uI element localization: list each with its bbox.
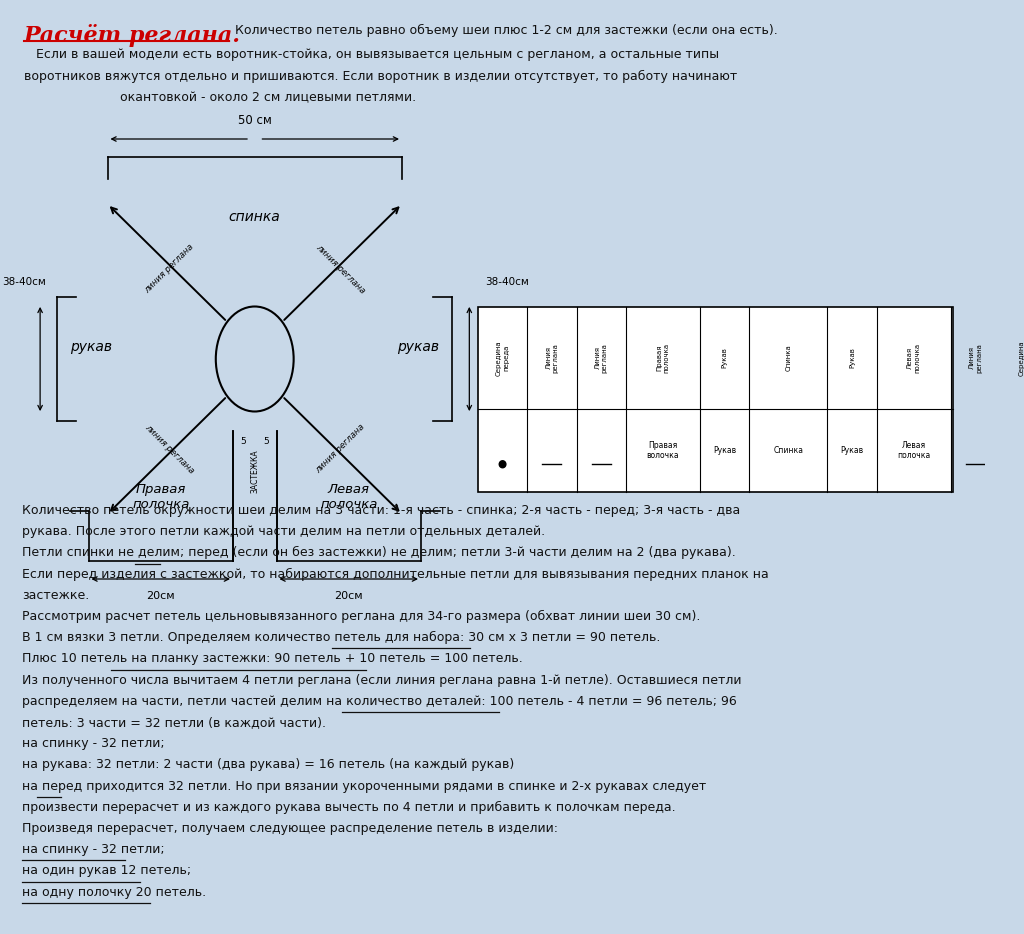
Text: Линия
реглана: Линия реглана: [595, 343, 608, 373]
Text: 20см: 20см: [335, 591, 364, 601]
Text: Рукав: Рукав: [713, 446, 736, 455]
Text: ЗАСТЕЖКА: ЗАСТЕЖКА: [250, 449, 259, 493]
Text: 5: 5: [263, 436, 269, 446]
Text: Левая
полочка: Левая полочка: [907, 343, 921, 373]
Text: спинка: спинка: [228, 210, 281, 224]
Text: 38-40см: 38-40см: [485, 277, 529, 287]
Text: Середина
переда: Середина переда: [496, 340, 509, 375]
Text: Линия
реглана: Линия реглана: [546, 343, 558, 373]
Text: на рукава: 32 петли: 2 части (два рукава) = 16 петель (на каждый рукав): на рукава: 32 петли: 2 части (два рукава…: [23, 758, 514, 771]
Circle shape: [1022, 460, 1024, 468]
Text: Линия
реглана: Линия реглана: [969, 343, 982, 373]
Text: Если в вашей модели есть воротник-стойка, он вывязывается цельным с регланом, а : Если в вашей модели есть воротник-стойка…: [24, 48, 719, 61]
Text: петель: 3 части = 32 петли (в каждой части).: петель: 3 части = 32 петли (в каждой час…: [23, 716, 326, 729]
Text: Произведя перерасчет, получаем следующее распределение петель в изделии:: Произведя перерасчет, получаем следующее…: [23, 822, 558, 835]
Text: распределяем на части, петли частей делим на количество деталей: 100 петель - 4 : распределяем на части, петли частей дели…: [23, 695, 737, 708]
Text: застежке.: застежке.: [23, 588, 89, 601]
Text: линия реглана: линия реглана: [143, 243, 196, 295]
Text: линия реглана: линия реглана: [143, 423, 196, 475]
Text: воротников вяжутся отдельно и пришиваются. Если воротник в изделии отсутствует, : воротников вяжутся отдельно и пришиваютс…: [24, 69, 737, 82]
Text: на спинку - 32 петли;: на спинку - 32 петли;: [23, 843, 165, 856]
Text: рукава. После этого петли каждой части делим на петли отдельных деталей.: рукава. После этого петли каждой части д…: [23, 525, 545, 538]
Text: на перед приходится 32 петли. Но при вязании укороченными рядами в спинке и 2-х : на перед приходится 32 петли. Но при вяз…: [23, 780, 707, 793]
Text: Петли спинки не делим; перед (если он без застежки) не делим; петли 3-й части де: Петли спинки не делим; перед (если он бе…: [23, 546, 736, 559]
Text: рукав: рукав: [71, 340, 113, 354]
Text: 20см: 20см: [146, 591, 175, 601]
Text: на один рукав 12 петель;: на один рукав 12 петель;: [23, 864, 191, 877]
Text: Плюс 10 петель на планку застежки: 90 петель + 10 петель = 100 петель.: Плюс 10 петель на планку застежки: 90 пе…: [23, 653, 523, 665]
Text: на одну полочку 20 петель.: на одну полочку 20 петель.: [23, 885, 206, 899]
Text: Правая
полочка: Правая полочка: [656, 343, 670, 373]
Text: Рукав: Рукав: [722, 347, 728, 368]
Text: Если перед изделия с застежкой, то набираются дополнительные петли для вывязыван: Если перед изделия с застежкой, то набир…: [23, 568, 769, 581]
Text: Расчёт реглана.: Расчёт реглана.: [24, 24, 241, 47]
Text: Рукав: Рукав: [841, 446, 863, 455]
Text: Количество петель равно объему шеи плюс 1-2 см для застежки (если она есть).: Количество петель равно объему шеи плюс …: [231, 24, 778, 37]
Text: Левая
полочка: Левая полочка: [897, 441, 931, 460]
Text: Спинка: Спинка: [785, 345, 792, 371]
Text: окантовкой - около 2 см лицевыми петлями.: окантовкой - около 2 см лицевыми петлями…: [24, 91, 416, 104]
Text: линия реглана: линия реглана: [313, 423, 367, 475]
Text: рукав: рукав: [397, 340, 439, 354]
Text: В 1 см вязки 3 петли. Определяем количество петель для набора: 30 см х 3 петли =: В 1 см вязки 3 петли. Определяем количес…: [23, 631, 660, 644]
Text: Рассмотрим расчет петель цельновывязанного реглана для 34-го размера (обхват лин: Рассмотрим расчет петель цельновывязанно…: [23, 610, 700, 623]
Text: линия реглана: линия реглана: [313, 243, 367, 295]
Text: 38-40см: 38-40см: [2, 277, 46, 287]
Text: Спинка: Спинка: [773, 446, 804, 455]
Text: произвести перерасчет и из каждого рукава вычесть по 4 петли и прибавить к полоч: произвести перерасчет и из каждого рукав…: [23, 800, 676, 814]
Text: Количество петель окружности шеи делим на 3 части: 1-я часть - спинка; 2-я часть: Количество петель окружности шеи делим н…: [23, 504, 740, 517]
Circle shape: [500, 460, 506, 468]
Text: 5: 5: [241, 436, 246, 446]
Text: Правая
волочка: Правая волочка: [647, 441, 679, 460]
Text: Середина
переда: Середина переда: [1018, 340, 1024, 375]
Bar: [478, 307, 952, 492]
Text: на спинку - 32 петли;: на спинку - 32 петли;: [23, 737, 165, 750]
Text: Рукав: Рукав: [849, 347, 855, 368]
Text: Левая
полочка: Левая полочка: [321, 483, 378, 511]
Text: 50 см: 50 см: [238, 114, 271, 127]
Text: Правая
полочка: Правая полочка: [132, 483, 189, 511]
Text: Из полученного числа вычитаем 4 петли реглана (если линия реглана равна 1-й петл: Из полученного числа вычитаем 4 петли ре…: [23, 673, 741, 686]
